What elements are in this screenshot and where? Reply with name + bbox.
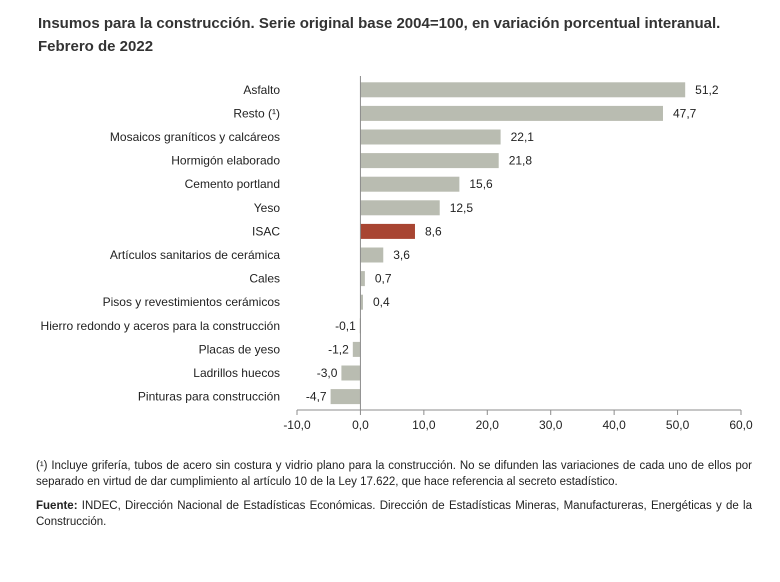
value-label-hormigon-elaborado: 21,8	[509, 154, 533, 168]
x-tick-label: 20,0	[476, 418, 500, 432]
x-tick-label: 60,0	[729, 418, 753, 432]
category-label-yeso: Yeso	[254, 201, 281, 215]
value-label-ladrillos-huecos: -3,0	[317, 366, 338, 380]
value-label-articulos-sanitarios-de-ceramica: 3,6	[393, 248, 410, 262]
value-label-pinturas-para-construccion: -4,7	[306, 390, 327, 404]
chart-title-line-2: Febrero de 2022	[38, 38, 154, 55]
x-tick-label: -10,0	[283, 418, 311, 432]
value-label-mosaicos-graniticos-y-calcareos: 22,1	[511, 130, 535, 144]
bar-pinturas-para-construccion	[330, 389, 361, 405]
x-tick-label: 40,0	[602, 418, 626, 432]
category-label-placas-de-yeso: Placas de yeso	[199, 342, 281, 356]
category-label-cales: Cales	[249, 272, 280, 286]
value-label-resto: 47,7	[673, 106, 697, 120]
bar-hormigon-elaborado	[360, 153, 499, 169]
category-label-pinturas-para-construccion: Pinturas para construcción	[138, 390, 280, 404]
category-label-resto: Resto (¹)	[233, 106, 280, 120]
value-label-placas-de-yeso: -1,2	[328, 342, 349, 356]
chart-title: Insumos para la construcción. Serie orig…	[38, 12, 758, 58]
category-label-ladrillos-huecos: Ladrillos huecos	[193, 366, 280, 380]
category-label-articulos-sanitarios-de-ceramica: Artículos sanitarios de cerámica	[110, 248, 280, 262]
category-label-asfalto: Asfalto	[243, 83, 280, 97]
bar-placas-de-yeso	[352, 341, 361, 357]
category-label-hormigon-elaborado: Hormigón elaborado	[171, 154, 280, 168]
x-tick-label: 30,0	[539, 418, 563, 432]
value-label-yeso: 12,5	[450, 201, 474, 215]
bar-isac	[360, 223, 415, 239]
value-label-pisos-y-revestimientos-ceramicos: 0,4	[373, 295, 390, 309]
bar-chart: Asfalto 51,2 Resto (¹) 47,7 Mosaicos graníti…	[41, 76, 753, 432]
category-label-isac: ISAC	[252, 224, 280, 238]
chart-notes: (¹) Incluye grifería, tubos de acero sin…	[36, 459, 752, 539]
value-label-hierro-redondo-y-aceros-para-la-construccion: -0,1	[335, 319, 356, 333]
bar-articulos-sanitarios-de-ceramica	[360, 247, 384, 263]
value-label-cemento-portland: 15,6	[469, 177, 493, 191]
bar-cemento-portland	[360, 176, 460, 192]
x-tick-label: 0,0	[352, 418, 369, 432]
bar-mosaicos-graniticos-y-calcareos	[360, 129, 501, 145]
bar-ladrillos-huecos	[341, 365, 361, 381]
x-tick-label: 10,0	[412, 418, 436, 432]
source-label: Fuente:	[36, 500, 78, 512]
bar-resto	[360, 105, 663, 121]
value-label-asfalto: 51,2	[695, 83, 719, 97]
bar-cales	[360, 271, 365, 287]
bar-asfalto	[360, 82, 686, 98]
bar-yeso	[360, 200, 440, 216]
category-label-mosaicos-graniticos-y-calcareos: Mosaicos graníticos y calcáreos	[110, 130, 280, 144]
chart-title-line-1: Insumos para la construcción. Serie orig…	[38, 15, 721, 32]
source-note: Fuente: INDEC, Dirección Nacional de Est…	[36, 499, 752, 530]
x-tick-label: 50,0	[666, 418, 690, 432]
category-label-hierro-redondo-y-aceros-para-la-construccion: Hierro redondo y aceros para la construc…	[41, 319, 280, 333]
category-label-cemento-portland: Cemento portland	[185, 177, 280, 191]
bar-pisos-y-revestimientos-ceramicos	[360, 294, 363, 310]
category-label-pisos-y-revestimientos-ceramicos: Pisos y revestimientos cerámicos	[103, 295, 280, 309]
source-text: INDEC, Dirección Nacional de Estadística…	[36, 500, 752, 528]
footnote: (¹) Incluye grifería, tubos de acero sin…	[36, 460, 752, 488]
value-label-cales: 0,7	[375, 272, 392, 286]
value-label-isac: 8,6	[425, 224, 442, 238]
